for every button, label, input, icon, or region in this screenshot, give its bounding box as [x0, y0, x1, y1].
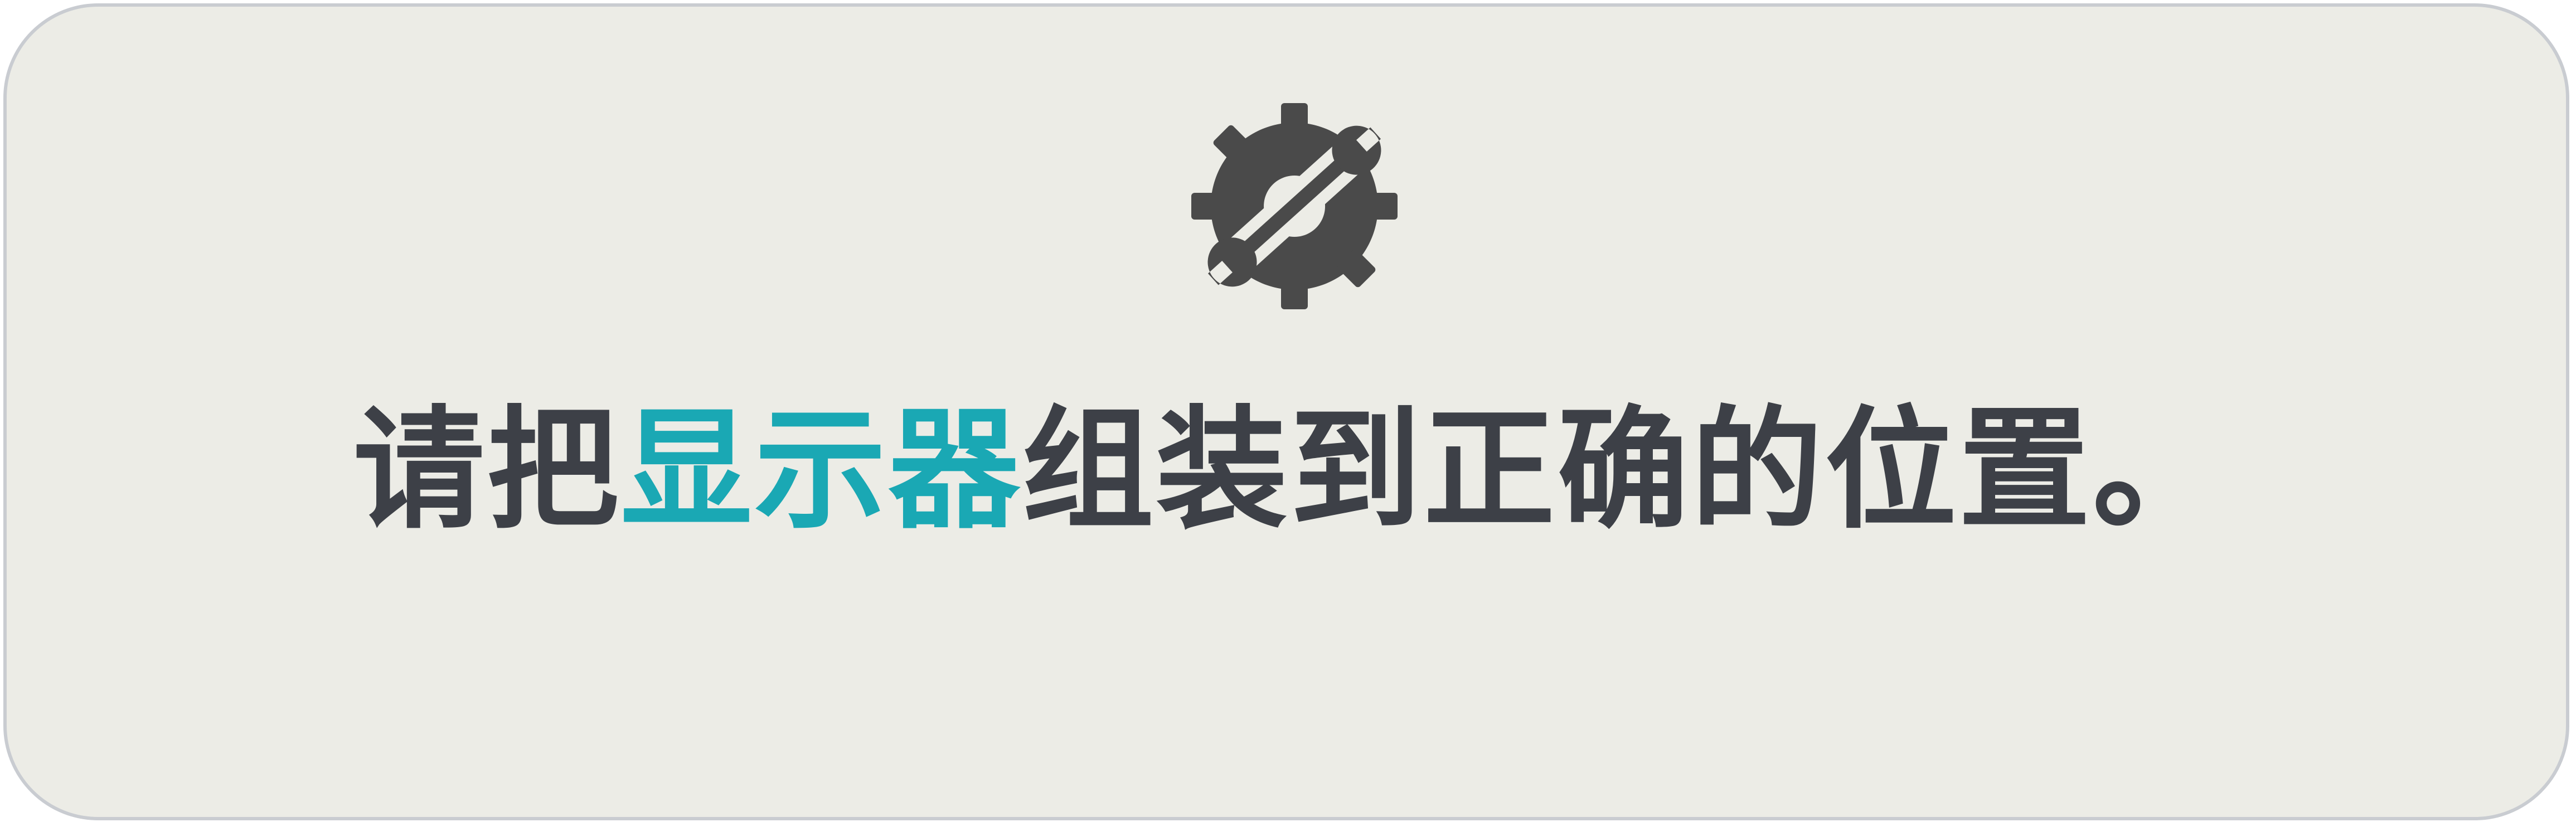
message-suffix: 组装到正确的位置。: [1022, 393, 2226, 547]
message-prefix: 请把: [353, 393, 621, 547]
message-highlight-monitor: 显示器: [620, 393, 1022, 547]
instruction-card: 请把 显示器 组装到正确的位置。: [3, 3, 2569, 820]
instruction-message: 请把 显示器 组装到正确的位置。: [7, 374, 2573, 547]
gear-wrench-icon: [1183, 100, 1406, 312]
